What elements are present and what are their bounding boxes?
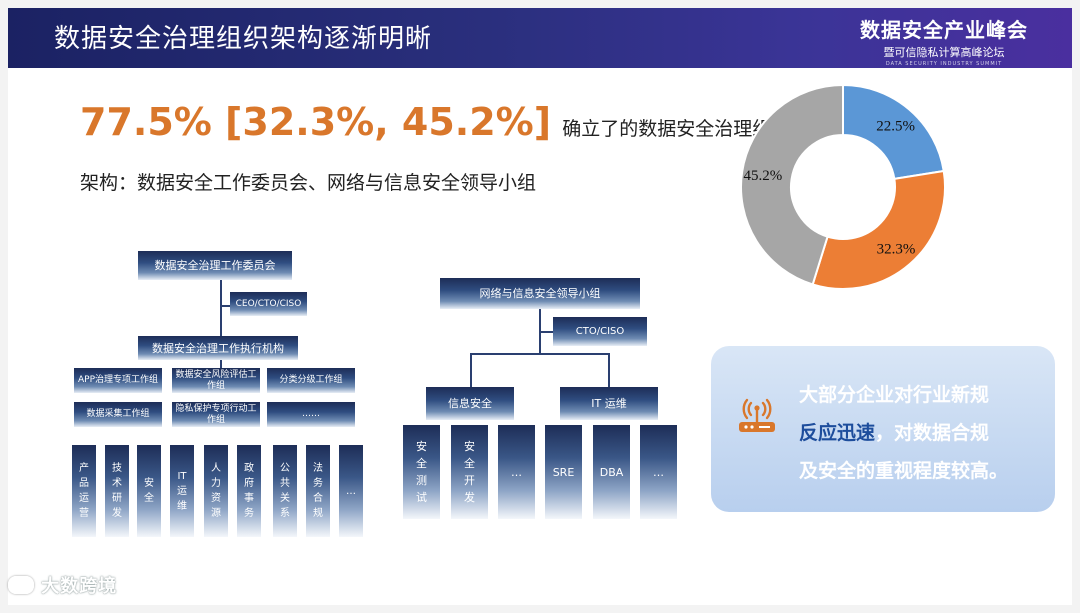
dept-label: …	[511, 465, 522, 479]
headline-subline: 架构：数据安全工作委员会、网络与信息安全领导小组	[80, 172, 537, 194]
callout-line-1: 大部分企业对行业新规	[799, 384, 990, 406]
org-right-dept: …	[498, 425, 535, 519]
org-right-branch: 信息安全	[426, 387, 514, 420]
org-left-group: 数据采集工作组	[74, 402, 162, 427]
dept-label: …	[653, 465, 664, 479]
watermark: 大数跨境	[8, 572, 117, 598]
org-right-dept: SRE	[545, 425, 582, 519]
donut-slice-label: 45.2%	[744, 168, 783, 184]
dept-label: …	[346, 485, 356, 497]
connector-line	[470, 353, 610, 355]
watermark-text: 大数跨境	[41, 576, 118, 597]
org-left-dept: 安全	[137, 445, 161, 537]
org-right-dept: 安全测试	[403, 425, 440, 519]
dept-label: 法务合规	[313, 463, 323, 519]
connector-line	[220, 360, 222, 368]
org-left-dept: IT运维	[170, 445, 194, 537]
connector-line	[220, 280, 222, 342]
callout-line-2-rest: ，对数据合规	[875, 422, 990, 444]
dept-label: SRE	[552, 465, 575, 479]
connector-line	[220, 305, 238, 307]
callout-box: 大部分企业对行业新规 反应迅速，对数据合规 及安全的重视程度较高。	[711, 346, 1055, 512]
org-left-dept: 法务合规	[306, 445, 330, 537]
org-left-dept: 公共关系	[273, 445, 297, 537]
org-right-dept: …	[640, 425, 677, 519]
summit-english: DATA SECURITY INDUSTRY SUMMIT	[885, 61, 1003, 67]
dept-label: 安全测试	[416, 440, 427, 504]
callout-line-2: 反应迅速，对数据合规	[799, 414, 1008, 452]
donut-slice-label: 22.5%	[876, 118, 915, 134]
slide: 数据安全治理组织架构逐渐明晰 数据安全产业峰会 暨可信隐私计算高峰论坛 DATA…	[8, 8, 1072, 605]
org-left-dept: 技术研发	[105, 445, 129, 537]
router-icon	[739, 398, 775, 432]
org-left-dept: 产品运营	[72, 445, 96, 537]
org-left-side: CEO/CTO/CISO	[230, 292, 307, 316]
org-left-dept: …	[339, 445, 363, 537]
dept-label: 人力资源	[211, 463, 221, 519]
headline: 77.5% [32.3%, 45.2%] 确立了的数据安全治理组织	[80, 100, 790, 144]
dept-label: DBA	[599, 465, 624, 479]
summit-subtitle: 暨可信隐私计算高峰论坛	[883, 46, 1005, 59]
summit-logo: 数据安全产业峰会 暨可信隐私计算高峰论坛 DATA SECURITY INDUS…	[834, 14, 1054, 67]
org-left-group: ……	[267, 402, 355, 427]
org-left-exec: 数据安全治理工作执行机构	[138, 336, 298, 360]
header-bar: 数据安全治理组织架构逐渐明晰 数据安全产业峰会 暨可信隐私计算高峰论坛 DATA…	[8, 8, 1072, 68]
connector-line	[608, 353, 610, 387]
watermark-logo-icon	[8, 576, 34, 594]
donut-slice	[811, 169, 946, 290]
connector-line	[470, 353, 472, 387]
dept-label: 政府事务	[244, 463, 254, 519]
donut-slice	[740, 83, 844, 286]
donut-slice-label: 32.3%	[877, 241, 916, 257]
dept-label: IT运维	[177, 470, 187, 512]
callout-line-3: 及安全的重视程度较高。	[799, 460, 1009, 482]
callout-highlight: 反应迅速	[799, 422, 876, 444]
org-right-side: CTO/CISO	[553, 317, 647, 346]
dept-label: 公共关系	[280, 463, 290, 519]
org-left-group: 分类分级工作组	[267, 368, 355, 393]
dept-label: 产品运营	[79, 463, 89, 519]
org-left-group: 数据安全风险评估工作组	[172, 368, 260, 393]
org-left-group: APP治理专项工作组	[74, 368, 162, 393]
callout-text: 大部分企业对行业新规 反应迅速，对数据合规 及安全的重视程度较高。	[799, 376, 1008, 490]
donut-slice	[842, 83, 945, 181]
org-left-root: 数据安全治理工作委员会	[138, 251, 292, 280]
page-title: 数据安全治理组织架构逐渐明晰	[54, 24, 433, 54]
org-left-group: 隐私保护专项行动工作组	[172, 402, 260, 427]
headline-text: 确立了的数据安全治理组织	[562, 118, 791, 140]
dept-label: 安全开发	[464, 440, 475, 504]
summit-name: 数据安全产业峰会	[860, 18, 1028, 42]
org-left-dept: 人力资源	[204, 445, 228, 537]
donut-chart: 22.5% 32.3% 45.2%	[740, 83, 946, 290]
headline-stat: 77.5% [32.3%, 45.2%]	[80, 100, 552, 144]
dept-label: 安全	[144, 478, 154, 504]
org-left-dept: 政府事务	[237, 445, 261, 537]
org-right-dept: 安全开发	[451, 425, 488, 519]
connector-line	[539, 331, 553, 333]
org-right-root: 网络与信息安全领导小组	[440, 278, 640, 309]
org-right-branch: IT 运维	[560, 387, 658, 420]
dept-label: 技术研发	[112, 463, 122, 519]
org-right-dept: DBA	[593, 425, 630, 519]
